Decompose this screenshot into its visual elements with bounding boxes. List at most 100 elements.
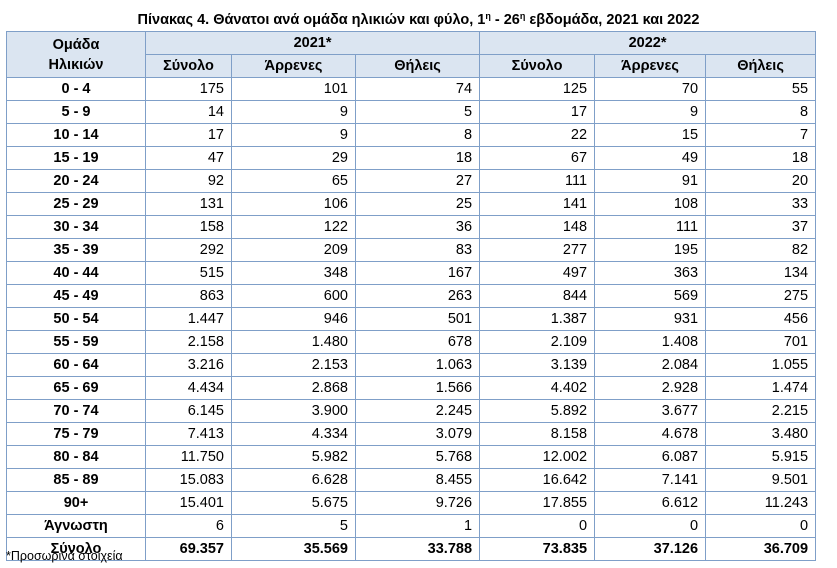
table-row: 70 - 74 6.145 3.900 2.245 5.892 3.677 2.215 (6, 399, 817, 423)
value-cell-m21: 5 (231, 514, 356, 538)
age-group-cell: Σύνολο (6, 537, 146, 561)
value-cell-f21: 3.079 (354, 422, 481, 446)
year-2022-header: 2022* (479, 31, 817, 55)
value-cell-f21: 25 (354, 192, 481, 216)
value-cell-t22: 5.892 (479, 399, 596, 423)
value-cell-t21: 175 (145, 77, 232, 101)
table-row: 75 - 79 7.413 4.334 3.079 8.158 4.678 3.480 (6, 422, 817, 446)
value-cell-m22: 0 (594, 514, 707, 538)
age-group-cell: 10 - 14 (6, 123, 146, 147)
value-cell-t21: 11.750 (145, 445, 232, 469)
value-cell-t21: 1.447 (145, 307, 232, 331)
value-cell-f21: 1.566 (354, 376, 481, 400)
value-cell-m22: 111 (594, 215, 707, 239)
value-cell-f21: 8.455 (354, 468, 481, 492)
table-row: 0 - 4 175 101 74 125 70 55 (6, 77, 817, 101)
value-cell-f21: 36 (354, 215, 481, 239)
value-cell-f22: 701 (705, 330, 817, 354)
value-cell-f21: 263 (354, 284, 481, 308)
table-row: 25 - 29 131 106 25 141 108 33 (6, 192, 817, 216)
value-cell-t22: 125 (479, 77, 596, 101)
value-cell-f22: 37 (705, 215, 817, 239)
value-cell-m22: 9 (594, 100, 707, 124)
age-group-cell: 75 - 79 (6, 422, 146, 446)
value-cell-f22: 3.480 (705, 422, 817, 446)
value-cell-t21: 515 (145, 261, 232, 285)
year-2021-header: 2021* (144, 31, 481, 55)
value-cell-t22: 73.835 (479, 537, 596, 561)
value-cell-t22: 0 (479, 514, 596, 538)
age-group-cell: 70 - 74 (6, 399, 146, 423)
value-cell-t21: 4.434 (145, 376, 232, 400)
col-total-2021: Σύνολο (145, 54, 232, 78)
col-female-2022: Θήλεις (705, 54, 817, 78)
value-cell-t21: 2.158 (145, 330, 232, 354)
value-cell-f21: 2.245 (354, 399, 481, 423)
table-row: 10 - 14 17 9 8 22 15 7 (6, 123, 817, 147)
age-group-cell: 50 - 54 (6, 307, 146, 331)
value-cell-m22: 3.677 (594, 399, 707, 423)
value-cell-m21: 2.868 (231, 376, 356, 400)
value-cell-t22: 497 (479, 261, 596, 285)
value-cell-m21: 5.675 (231, 491, 356, 515)
table-row: 45 - 49 863 600 263 844 569 275 (6, 284, 817, 308)
value-cell-m22: 6.087 (594, 445, 707, 469)
value-cell-t22: 12.002 (479, 445, 596, 469)
age-group-cell: 65 - 69 (6, 376, 146, 400)
value-cell-t22: 148 (479, 215, 596, 239)
value-cell-m21: 101 (231, 77, 356, 101)
value-cell-t21: 15.083 (145, 468, 232, 492)
value-cell-f21: 678 (354, 330, 481, 354)
value-cell-f21: 5.768 (354, 445, 481, 469)
value-cell-f22: 33 (705, 192, 817, 216)
age-group-cell: 20 - 24 (6, 169, 146, 193)
value-cell-t21: 3.216 (145, 353, 232, 377)
age-group-cell: Άγνωστη (6, 514, 146, 538)
value-cell-f21: 83 (354, 238, 481, 262)
value-cell-f22: 134 (705, 261, 817, 285)
value-cell-m21: 2.153 (231, 353, 356, 377)
value-cell-m22: 1.408 (594, 330, 707, 354)
value-cell-f21: 1 (354, 514, 481, 538)
value-cell-t21: 6.145 (145, 399, 232, 423)
value-cell-f21: 1.063 (354, 353, 481, 377)
value-cell-t22: 1.387 (479, 307, 596, 331)
value-cell-m21: 4.334 (231, 422, 356, 446)
value-cell-m22: 91 (594, 169, 707, 193)
value-cell-f21: 33.788 (354, 537, 481, 561)
value-cell-t21: 7.413 (145, 422, 232, 446)
value-cell-f21: 27 (354, 169, 481, 193)
value-cell-m22: 49 (594, 146, 707, 170)
value-cell-t22: 2.109 (479, 330, 596, 354)
age-group-cell: 40 - 44 (6, 261, 146, 285)
value-cell-m22: 2.928 (594, 376, 707, 400)
value-cell-m21: 348 (231, 261, 356, 285)
table-row: Άγνωστη 6 5 1 0 0 0 (6, 514, 817, 538)
value-cell-f21: 167 (354, 261, 481, 285)
age-group-cell: 55 - 59 (6, 330, 146, 354)
col-total-2022: Σύνολο (479, 54, 596, 78)
table-row: 65 - 69 4.434 2.868 1.566 4.402 2.928 1.474 (6, 376, 817, 400)
value-cell-m21: 3.900 (231, 399, 356, 423)
table-row: 20 - 24 92 65 27 111 91 20 (6, 169, 817, 193)
value-cell-t22: 22 (479, 123, 596, 147)
col-male-2021: Άρρενες (231, 54, 356, 78)
value-cell-f22: 7 (705, 123, 817, 147)
value-cell-f22: 82 (705, 238, 817, 262)
table-row: 40 - 44 515 348 167 497 363 134 (6, 261, 817, 285)
value-cell-m21: 5.982 (231, 445, 356, 469)
value-cell-t21: 15.401 (145, 491, 232, 515)
value-cell-m22: 37.126 (594, 537, 707, 561)
deaths-table: Ομάδα Ηλικιών 2021* 2022* Σύνολο Άρρενες … (6, 31, 817, 561)
age-group-cell: 60 - 64 (6, 353, 146, 377)
footnote: *Προσωρινά στοιχεία (6, 549, 123, 563)
value-cell-t21: 17 (145, 123, 232, 147)
value-cell-t22: 141 (479, 192, 596, 216)
col-female-2021: Θήλεις (354, 54, 481, 78)
value-cell-m22: 7.141 (594, 468, 707, 492)
value-cell-t22: 3.139 (479, 353, 596, 377)
table-row: 90+ 15.401 5.675 9.726 17.855 6.612 11.243 (6, 491, 817, 515)
value-cell-t22: 8.158 (479, 422, 596, 446)
age-group-cell: 45 - 49 (6, 284, 146, 308)
value-cell-f22: 275 (705, 284, 817, 308)
